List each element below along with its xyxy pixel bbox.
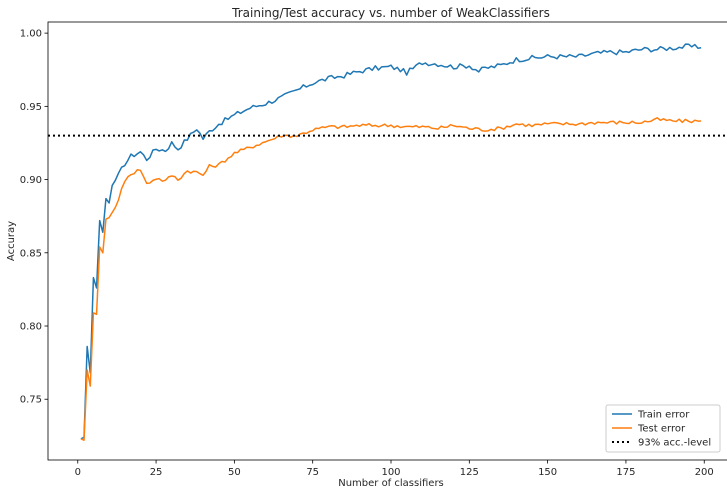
legend: Train error Test error 93% acc.-level — [605, 404, 721, 453]
legend-label-2: Test error — [637, 424, 686, 435]
y-axis-ticks: 0.75 0.80 0.85 0.90 0.95 1.00 — [20, 29, 48, 406]
y-tick-label: 0.85 — [20, 248, 42, 259]
x-axis-label: Number of classifiers — [338, 478, 444, 489]
legend-label-1: Train error — [637, 410, 690, 421]
legend-label-3: 93% acc.-level — [638, 438, 711, 449]
x-tick-label: 200 — [695, 467, 714, 478]
x-tick-label: 50 — [228, 467, 241, 478]
chart-title: Training/Test accuracy vs. number of Wea… — [231, 6, 550, 20]
x-tick-label: 100 — [381, 467, 400, 478]
y-tick-label: 0.80 — [20, 322, 42, 333]
x-tick-label: 75 — [306, 467, 319, 478]
y-tick-label: 1.00 — [20, 29, 42, 40]
series-layer — [48, 43, 727, 441]
series-line-2 — [80, 117, 702, 441]
y-tick-label: 0.75 — [20, 395, 42, 406]
x-axis-ticks: 0 25 50 75 100 125 150 175 200 — [75, 460, 714, 478]
plot-area — [48, 22, 727, 460]
y-tick-label: 0.90 — [20, 175, 42, 186]
legend-box — [605, 404, 721, 453]
x-tick-label: 150 — [538, 467, 557, 478]
x-tick-label: 125 — [460, 467, 479, 478]
series-line-1 — [80, 43, 702, 440]
x-tick-label: 175 — [616, 467, 635, 478]
x-tick-label: 0 — [75, 467, 81, 478]
y-axis-label: Accuray — [6, 221, 17, 261]
y-tick-label: 0.95 — [20, 102, 42, 113]
x-tick-label: 25 — [150, 467, 163, 478]
plot-frame — [47, 21, 727, 461]
